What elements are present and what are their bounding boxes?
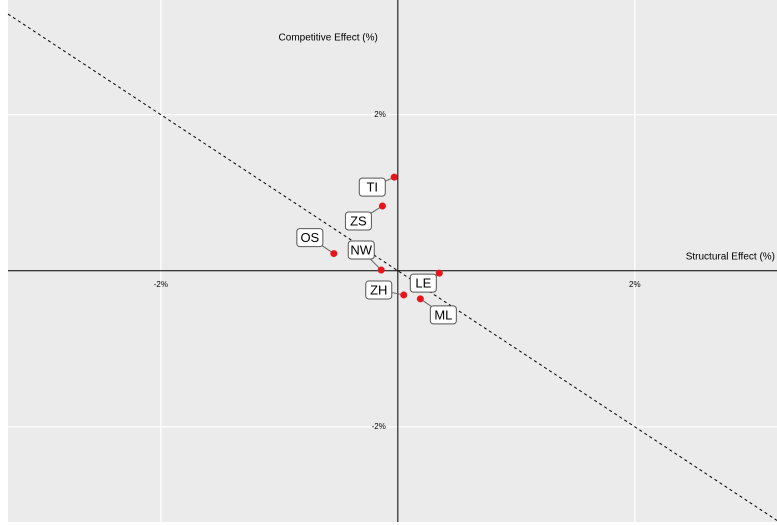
point-label: ZS: [350, 213, 367, 228]
point: [416, 295, 424, 303]
label-box: [347, 240, 375, 260]
label-box: [358, 177, 386, 197]
point: [377, 266, 385, 274]
point-label: ML: [434, 307, 452, 322]
y-axis-label: Competitive Effect (%): [279, 33, 378, 44]
point: [390, 173, 398, 181]
y-tick-label: -2%: [372, 422, 386, 431]
label-box: [296, 228, 324, 248]
x-tick-label: -2%: [154, 280, 168, 289]
point-label: TI: [366, 180, 378, 195]
point: [378, 202, 386, 210]
point: [435, 269, 443, 277]
point-label: ZH: [370, 282, 387, 297]
point-label: LE: [415, 276, 431, 291]
panel: [8, 0, 777, 522]
label-box: [365, 280, 393, 300]
point: [330, 250, 338, 258]
label-box: [409, 273, 437, 293]
point: [400, 291, 408, 299]
label-box: [429, 305, 457, 325]
point-label: NW: [350, 242, 372, 257]
x-axis-label: Structural Effect (%): [686, 251, 775, 262]
x-tick-label: 2%: [629, 280, 641, 289]
y-tick-label: 2%: [374, 110, 386, 119]
point-label: OS: [300, 230, 319, 245]
label-box: [344, 211, 372, 231]
